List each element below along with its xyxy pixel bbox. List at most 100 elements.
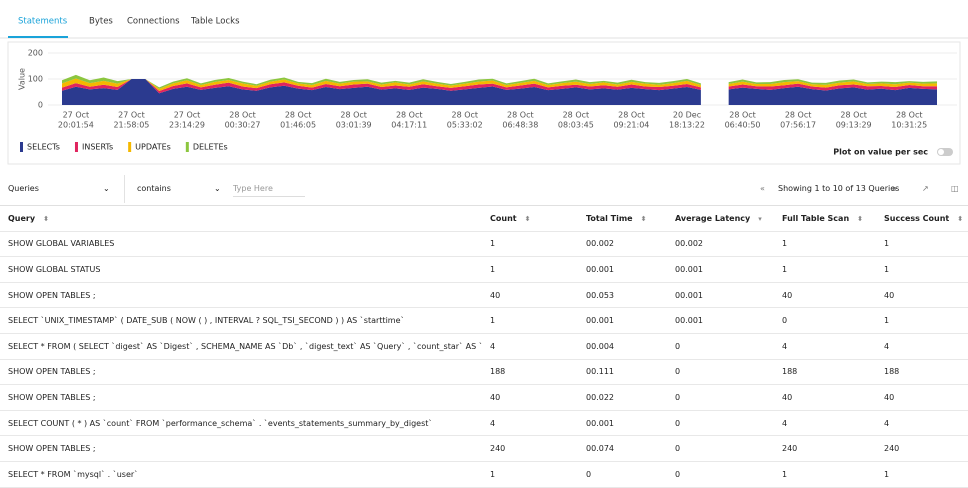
table-row[interactable]: SHOW GLOBAL STATUS 1 00.001 00.001 1 1 <box>0 256 968 283</box>
column-select[interactable]: Queries <box>8 184 39 193</box>
column-header[interactable]: Full Table Scan ⬍ <box>774 205 876 232</box>
legend-swatch <box>20 142 23 152</box>
sort-icon: ⬍ <box>957 214 964 223</box>
column-header[interactable]: Query ⬍ <box>0 205 482 232</box>
table-cell: SHOW GLOBAL VARIABLES <box>0 231 482 258</box>
table-cell: 0 <box>667 384 774 411</box>
table-row[interactable]: SHOW OPEN TABLES ; 40 00.022 0 40 40 <box>0 384 968 411</box>
table-cell: 0 <box>774 307 876 334</box>
table-cell: SELECT * FROM ( SELECT `digest` AS `Dige… <box>0 333 482 360</box>
toggle-knob <box>938 149 944 155</box>
x-tick-label: 20:01:54 <box>58 121 94 130</box>
x-tick-label: 28 Oct <box>563 111 590 120</box>
table-cell: 0 <box>667 359 774 386</box>
x-tick-label: 05:33:02 <box>447 121 483 130</box>
prev-page[interactable]: « <box>760 184 765 193</box>
table-cell: 40 <box>876 282 968 309</box>
x-tick-label: 28 Oct <box>618 111 645 120</box>
table-row[interactable]: SHOW OPEN TABLES ; 188 00.111 0 188 188 <box>0 359 968 386</box>
x-tick-label: 27 Oct <box>118 111 145 120</box>
table-cell: 40 <box>482 384 578 411</box>
table-cell: SELECT * FROM `mysql` . `user` <box>0 461 482 488</box>
x-tick-label: 04:17:11 <box>391 121 427 130</box>
x-tick-label: 28 Oct <box>507 111 534 120</box>
x-tick-label: 27 Oct <box>63 111 90 120</box>
y-tick-label: 100 <box>28 75 43 84</box>
next-page[interactable]: » <box>892 184 897 193</box>
table-cell: 1 <box>876 256 968 283</box>
table-cell: 188 <box>876 359 968 386</box>
table-row[interactable]: SELECT `UNIX_TIMESTAMP` ( DATE_SUB ( NOW… <box>0 307 968 334</box>
table-row[interactable]: SHOW OPEN TABLES ; 240 00.074 0 240 240 <box>0 435 968 462</box>
table-cell: 4 <box>876 410 968 437</box>
search-input[interactable]: Type Here <box>233 184 305 197</box>
table-cell: 4 <box>774 333 876 360</box>
table-cell: 1 <box>876 461 968 488</box>
tab[interactable]: Bytes <box>89 17 113 27</box>
share-icon[interactable]: ↗ <box>922 184 929 193</box>
table-cell: 00.001 <box>578 410 667 437</box>
tab[interactable]: Table Locks <box>190 17 240 27</box>
table-row[interactable]: SELECT * FROM ( SELECT `digest` AS `Dige… <box>0 333 968 360</box>
table-cell: 00.001 <box>667 307 774 334</box>
tab[interactable]: Connections <box>127 17 180 27</box>
table-cell: 00.111 <box>578 359 667 386</box>
table-cell: 0 <box>667 461 774 488</box>
table-row[interactable]: SHOW OPEN TABLES ; 40 00.053 00.001 40 40 <box>0 282 968 309</box>
table-cell: 00.002 <box>578 231 667 258</box>
query-table: Query ⬍ Count ⬍ Total Time ⬍ Average Latency ▾ F… <box>0 205 968 488</box>
x-tick-label: 21:58:05 <box>113 121 149 130</box>
legend-label: INSERTs <box>82 143 113 152</box>
table-row[interactable]: SELECT COUNT ( * ) AS `count` FROM `perf… <box>0 410 968 437</box>
header-text: Count <box>490 213 517 223</box>
x-tick-label: 28 Oct <box>729 111 756 120</box>
column-header[interactable]: Total Time ⬍ <box>578 205 667 232</box>
columns-icon[interactable]: ◫ <box>951 184 959 193</box>
table-cell: 0 <box>667 410 774 437</box>
table-cell: 1 <box>876 307 968 334</box>
table-cell: 4 <box>876 333 968 360</box>
table-cell: SELECT COUNT ( * ) AS `count` FROM `perf… <box>0 410 482 437</box>
table-cell: 00.004 <box>578 333 667 360</box>
x-tick-label: 10:31:25 <box>891 121 927 130</box>
table-cell: 00.074 <box>578 435 667 462</box>
table-cell: 240 <box>482 435 578 462</box>
table-cell: 188 <box>774 359 876 386</box>
column-header[interactable]: Average Latency ▾ <box>667 205 774 232</box>
table-cell: 188 <box>482 359 578 386</box>
toolbar: Queries ⌄ contains ⌄ Type Here « Showing… <box>0 175 968 203</box>
column-header[interactable]: Count ⬍ <box>482 205 578 232</box>
table-cell: 1 <box>774 256 876 283</box>
legend-swatch <box>128 142 132 152</box>
header-text: Full Table Scan <box>782 213 850 223</box>
table-cell: SELECT `UNIX_TIMESTAMP` ( DATE_SUB ( NOW… <box>0 307 482 334</box>
table-row[interactable]: SELECT * FROM `mysql` . `user` 1 0 0 1 1 <box>0 461 968 488</box>
y-tick-label: 0 <box>38 101 43 110</box>
x-tick-label: 01:46:05 <box>280 121 316 130</box>
header-row: Query ⬍ Count ⬍ Total Time ⬍ Average Latency ▾ F… <box>0 205 968 232</box>
tab[interactable]: Statements <box>18 17 68 27</box>
table-cell: 40 <box>482 282 578 309</box>
table-cell: 0 <box>667 333 774 360</box>
table-cell: 4 <box>482 410 578 437</box>
x-tick-label: 08:03:45 <box>558 121 594 130</box>
table-cell: 00.001 <box>578 307 667 334</box>
table-body: SHOW GLOBAL VARIABLES 1 00.002 00.002 1 1 SHOW… <box>0 231 968 488</box>
table-cell: SHOW OPEN TABLES ; <box>0 435 482 462</box>
x-tick-label: 00:30:27 <box>225 121 261 130</box>
table-cell: SHOW OPEN TABLES ; <box>0 384 482 411</box>
toggle-label: Plot on value per sec <box>833 148 928 157</box>
area <box>62 74 937 89</box>
column-header[interactable]: Success Count ⬍ <box>876 205 968 232</box>
table-cell: 1 <box>482 307 578 334</box>
area <box>62 79 937 105</box>
table-row[interactable]: SHOW GLOBAL VARIABLES 1 00.002 00.002 1 1 <box>0 231 968 258</box>
operator-select[interactable]: contains <box>137 184 171 193</box>
table-cell: SHOW OPEN TABLES ; <box>0 282 482 309</box>
x-tick-label: 09:13:29 <box>836 121 872 130</box>
sort-icon: ▾ <box>758 214 762 223</box>
table-cell: 00.001 <box>667 256 774 283</box>
x-tick-label: 28 Oct <box>340 111 367 120</box>
